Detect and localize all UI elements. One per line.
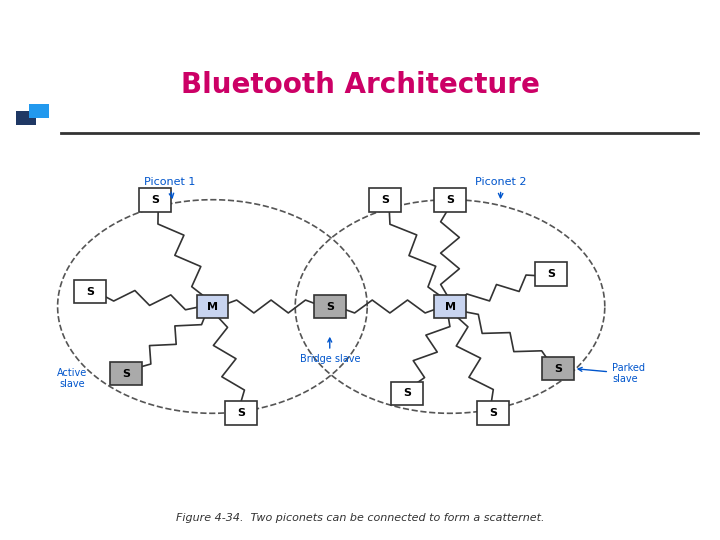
Text: S: S — [546, 269, 555, 279]
FancyBboxPatch shape — [314, 295, 346, 319]
Text: S: S — [150, 195, 159, 205]
Text: S: S — [402, 388, 411, 399]
Text: S: S — [86, 287, 94, 296]
Text: Figure 4-34.  Two piconets can be connected to form a scatternet.: Figure 4-34. Two piconets can be connect… — [176, 512, 544, 523]
FancyBboxPatch shape — [139, 188, 171, 212]
Text: Bridge slave: Bridge slave — [300, 338, 360, 363]
FancyBboxPatch shape — [110, 362, 142, 386]
Text: Active
slave: Active slave — [57, 368, 87, 389]
FancyBboxPatch shape — [29, 104, 49, 118]
Text: S: S — [325, 301, 334, 312]
Text: S: S — [381, 195, 390, 205]
Text: Piconet 1: Piconet 1 — [144, 177, 195, 198]
Text: S: S — [237, 408, 246, 418]
FancyBboxPatch shape — [434, 295, 466, 319]
FancyBboxPatch shape — [535, 262, 567, 286]
Text: M: M — [207, 301, 218, 312]
Text: S: S — [122, 369, 130, 379]
FancyBboxPatch shape — [369, 188, 401, 212]
FancyBboxPatch shape — [542, 357, 574, 381]
Text: Piconet 2: Piconet 2 — [475, 177, 527, 198]
Text: Physical Media: Physical Media — [11, 14, 138, 29]
Text: S: S — [489, 408, 498, 418]
FancyBboxPatch shape — [74, 280, 106, 303]
FancyBboxPatch shape — [225, 401, 257, 425]
FancyBboxPatch shape — [16, 111, 36, 125]
Text: S: S — [446, 195, 454, 205]
Text: Parked
slave: Parked slave — [578, 363, 645, 384]
FancyBboxPatch shape — [434, 188, 466, 212]
Text: M: M — [444, 301, 456, 312]
FancyBboxPatch shape — [391, 382, 423, 406]
Text: S: S — [554, 363, 562, 374]
FancyBboxPatch shape — [197, 295, 228, 319]
Text: Bluetooth Architecture: Bluetooth Architecture — [181, 71, 539, 99]
FancyBboxPatch shape — [477, 401, 509, 425]
